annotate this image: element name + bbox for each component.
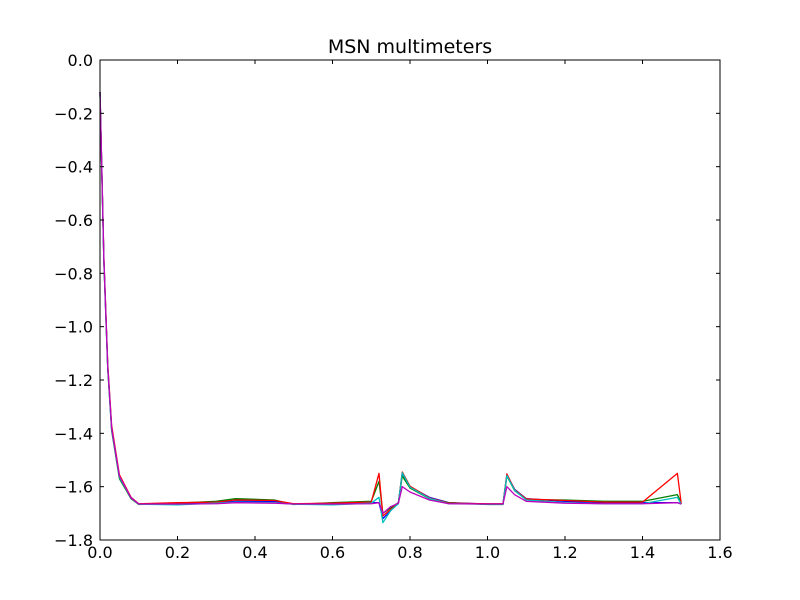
x-tick-label: 1.2	[552, 543, 577, 562]
x-tick-label: 0.8	[397, 543, 422, 562]
x-tick-label: 0.6	[320, 543, 345, 562]
series-layer	[99, 91, 682, 524]
x-tick-label: 0.2	[165, 543, 190, 562]
y-tick-label: −1.0	[54, 318, 93, 337]
x-tick-label: 1.0	[475, 543, 500, 562]
x-axis: 0.0 0.2 0.4 0.6 0.8 1.0 1.2 1.4 1.6	[87, 60, 733, 562]
y-tick-label: −0.4	[54, 158, 93, 177]
x-tick-label: 1.4	[630, 543, 655, 562]
y-tick-label: −0.2	[54, 104, 93, 123]
x-tick-label: 0.0	[87, 543, 112, 562]
y-tick-label: −1.8	[54, 531, 93, 550]
x-tick-label: 1.6	[707, 543, 732, 562]
y-tick-label: 0.0	[68, 51, 93, 70]
chart-title: MSN multimeters	[328, 36, 492, 58]
series-line-5	[99, 91, 682, 514]
y-tick-label: −1.4	[54, 424, 93, 443]
y-axis: 0.0 −0.2 −0.4 −0.6 −0.8 −1.0 −1.2 −1.4 −1.6 −1.8	[54, 51, 720, 550]
x-tick-label: 0.4	[242, 543, 267, 562]
y-tick-label: −0.8	[54, 264, 93, 283]
y-tick-label: −1.2	[54, 371, 93, 390]
y-tick-label: −1.6	[54, 478, 93, 497]
y-tick-label: −0.6	[54, 211, 93, 230]
